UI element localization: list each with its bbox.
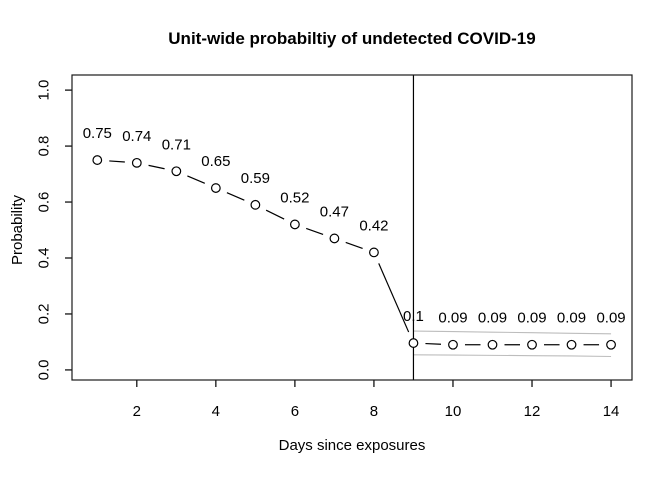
data-point-label: 0.09 [438, 310, 467, 327]
data-point [289, 219, 300, 230]
series-segment [187, 175, 206, 184]
data-point [131, 157, 142, 168]
axes-layer: 2 4 6 8 10 12 14 0.0 0.2 0.4 0.6 0.8 1.0 [36, 80, 620, 420]
y-tick-label: 0.8 [36, 136, 53, 157]
data-point-label: 0.74 [122, 128, 151, 145]
y-tick-label: 0.4 [36, 248, 53, 269]
y-tick-label: 0.2 [36, 304, 53, 325]
series-segment [109, 160, 125, 163]
series-segment [226, 192, 245, 201]
series-segment [345, 241, 363, 249]
series-segment [306, 227, 324, 235]
y-tick-label: 0.6 [36, 192, 53, 213]
y-tick-label: 1.0 [36, 80, 53, 101]
series-segment [378, 263, 410, 333]
data-point [408, 338, 419, 348]
data-point-label: 0.52 [280, 189, 309, 206]
y-tick-label: 0.0 [36, 359, 53, 380]
data-point-label: 0.09 [596, 310, 625, 327]
data-point-label: 0.65 [201, 153, 230, 170]
series-segment [148, 164, 165, 170]
data-point-label: 0.42 [359, 217, 388, 234]
x-tick-label: 4 [212, 403, 220, 420]
x-axis-label: Days since exposures [279, 437, 426, 454]
data-point [527, 339, 537, 350]
data-point-label: 0.75 [83, 125, 112, 142]
data-point [329, 233, 340, 244]
x-tick-label: 14 [603, 403, 620, 420]
x-tick-label: 12 [524, 403, 541, 420]
data-point [369, 247, 379, 258]
data-point-label: 0.09 [517, 310, 546, 327]
series-segment [425, 342, 442, 345]
data-point [210, 183, 221, 193]
data-point [171, 166, 182, 177]
data-point-label: 0.09 [557, 310, 586, 327]
ci-lower-line [413, 354, 612, 358]
series-layer: 0.75 0.74 0.71 0.65 0.59 0.52 0.47 0.42 0.1 0.09 0… [83, 125, 626, 350]
data-point [92, 155, 103, 165]
data-point [448, 339, 458, 350]
confidence-band-layer [413, 330, 612, 358]
data-point-label: 0.47 [320, 203, 349, 220]
data-point [606, 339, 616, 350]
data-point-label: 0.1 [403, 308, 424, 325]
x-tick-label: 8 [370, 403, 378, 420]
x-tick-label: 2 [133, 403, 141, 420]
data-point [487, 339, 498, 350]
data-point-label: 0.09 [478, 310, 507, 327]
x-tick-label: 6 [291, 403, 299, 420]
y-axis-label: Probability [9, 194, 26, 265]
data-point [566, 339, 577, 350]
series-segment [265, 209, 285, 220]
x-tick-label: 10 [445, 403, 462, 420]
ci-upper-line [413, 330, 612, 335]
data-point-label: 0.59 [241, 170, 270, 187]
chart-title: Unit-wide probabiltiy of undetected COVI… [168, 29, 535, 48]
data-point-label: 0.71 [162, 136, 191, 153]
plot-border [71, 74, 633, 381]
data-point [250, 199, 261, 210]
